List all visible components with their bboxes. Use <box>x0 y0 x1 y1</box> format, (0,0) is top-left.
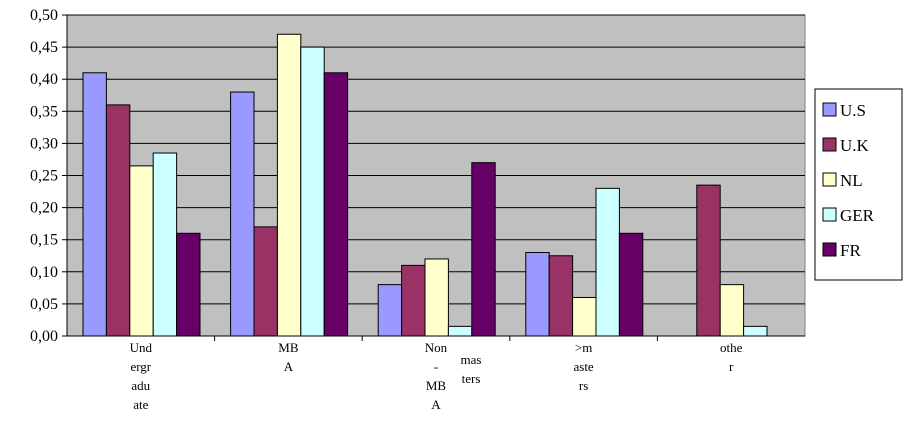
bar-uk-2 <box>401 264 426 337</box>
bar-us-0 <box>82 72 107 337</box>
category-label: A <box>431 397 441 412</box>
y-tick-label: 0,10 <box>30 264 58 281</box>
bar-nl-2 <box>424 258 449 337</box>
category-label: A <box>284 359 294 374</box>
y-tick-labels: 0,00 0,05 0,10 0,15 0,20 0,25 0,30 0,35 0,40 0,45… <box>30 7 58 345</box>
legend-swatch <box>822 242 837 257</box>
category-label: Non <box>425 340 448 355</box>
legend-label: NL <box>840 171 863 190</box>
bar-fr-0 <box>176 232 201 337</box>
legend-label: GER <box>840 206 875 225</box>
category-label: aste <box>573 359 593 374</box>
category-label-extra: ters <box>462 371 481 386</box>
legend-swatch <box>822 207 837 222</box>
y-tick-label: 0,00 <box>30 328 58 345</box>
bar-fr-3 <box>618 232 644 337</box>
legend: U.S U.K NL GER FR <box>814 88 903 281</box>
category-label: adu <box>131 378 150 393</box>
category-labels: Und ergr adu ate MB A Non - MB A >m aste rs othe r mas t… <box>130 340 743 412</box>
bar-uk-4 <box>696 184 721 337</box>
category-label: >m <box>575 340 592 355</box>
bars <box>82 33 768 337</box>
bar-nl-4 <box>719 284 745 337</box>
y-tick-label: 0,45 <box>30 39 58 56</box>
bar-fr-2 <box>471 162 496 337</box>
bar-uk-1 <box>253 226 278 337</box>
legend-swatch <box>822 172 837 187</box>
category-label: MB <box>426 378 447 393</box>
legend-swatch <box>822 102 837 117</box>
bar-ger-4 <box>743 325 768 337</box>
bar-uk-3 <box>548 255 574 337</box>
y-tick-label: 0,20 <box>30 200 58 217</box>
legend-swatch <box>822 137 837 152</box>
bar-uk-0 <box>105 104 131 337</box>
bar-ger-2 <box>447 325 473 337</box>
bar-ger-3 <box>595 187 620 337</box>
y-tick-label: 0,35 <box>30 103 58 120</box>
category-label: r <box>729 359 734 374</box>
category-label-extra: mas <box>461 352 482 367</box>
bar-us-3 <box>525 252 550 337</box>
bar-nl-3 <box>572 296 597 337</box>
y-tick-label: 0,15 <box>30 232 58 249</box>
bar-us-2 <box>377 284 403 337</box>
legend-label: U.S <box>840 101 866 120</box>
bar-ger-0 <box>152 152 178 337</box>
category-label: othe <box>720 340 743 355</box>
y-tick-label: 0,30 <box>30 135 58 152</box>
category-label: - <box>434 359 438 374</box>
axes <box>62 14 805 341</box>
bar-ger-1 <box>300 46 325 337</box>
y-tick-label: 0,50 <box>30 7 58 24</box>
legend-label: FR <box>840 241 861 260</box>
bar-us-1 <box>230 91 255 337</box>
category-label: Und <box>130 340 153 355</box>
bar-fr-1 <box>323 72 349 337</box>
category-label: ate <box>133 397 148 412</box>
legend-label: U.K <box>840 136 870 155</box>
y-tick-label: 0,05 <box>30 296 58 313</box>
bar-nl-0 <box>129 165 154 337</box>
category-label: ergr <box>130 359 151 374</box>
y-tick-label: 0,40 <box>30 71 58 88</box>
y-tick-label: 0,25 <box>30 168 58 185</box>
bar-nl-1 <box>276 33 302 337</box>
category-label: MB <box>278 340 299 355</box>
category-label: rs <box>579 378 588 393</box>
